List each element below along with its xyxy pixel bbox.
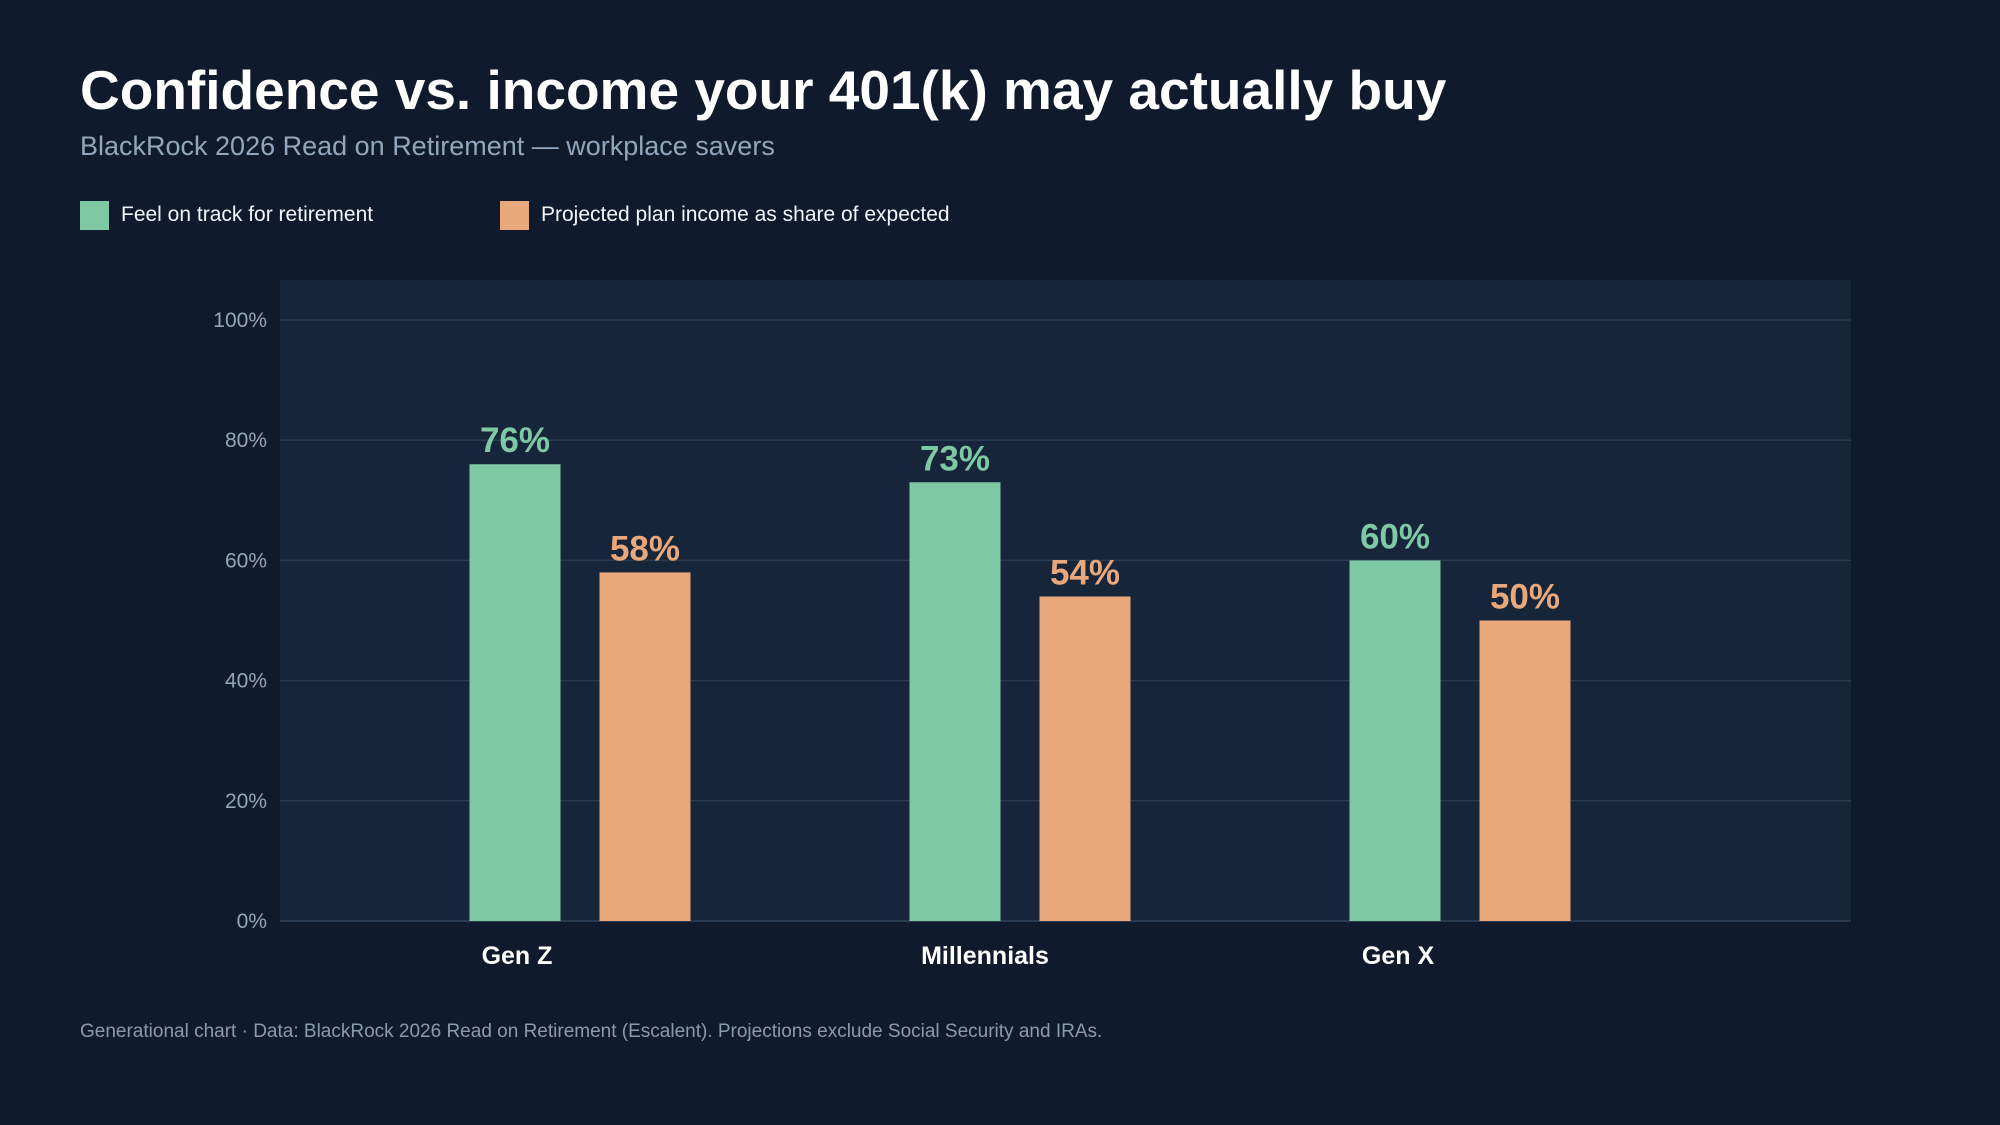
y-tick-label: 100% bbox=[213, 309, 267, 332]
chart-subtitle: BlackRock 2026 Read on Retirement — work… bbox=[80, 131, 775, 161]
x-category-label: Millennials bbox=[921, 942, 1049, 970]
y-tick-label: 40% bbox=[225, 670, 267, 693]
bar bbox=[1349, 560, 1441, 921]
legend-swatch-confidence bbox=[80, 200, 109, 230]
chart-title: Confidence vs. income your 401(k) may ac… bbox=[80, 59, 1447, 121]
legend-item-income: Projected plan income as share of expect… bbox=[500, 200, 950, 230]
x-category-label: Gen X bbox=[1362, 942, 1435, 970]
data-label: 58% bbox=[610, 529, 680, 568]
data-label: 54% bbox=[1050, 553, 1120, 592]
bar bbox=[469, 464, 561, 921]
data-label: 50% bbox=[1490, 578, 1560, 617]
bar bbox=[599, 572, 691, 921]
y-tick-label: 20% bbox=[225, 790, 267, 813]
legend-label-confidence: Feel on track for retirement bbox=[121, 203, 374, 226]
legend-item-confidence: Feel on track for retirement bbox=[80, 200, 373, 230]
bar bbox=[1479, 620, 1571, 921]
data-label: 76% bbox=[480, 421, 550, 460]
data-label: 60% bbox=[1360, 517, 1430, 556]
x-category-label: Gen Z bbox=[482, 942, 553, 970]
y-tick-label: 60% bbox=[225, 549, 267, 572]
legend-label-income: Projected plan income as share of expect… bbox=[541, 203, 950, 226]
legend-swatch-income bbox=[500, 200, 529, 230]
y-tick-label: 0% bbox=[237, 910, 267, 933]
bar bbox=[1039, 596, 1131, 921]
data-label: 73% bbox=[920, 439, 990, 478]
chart-footnote: Generational chart · Data: BlackRock 202… bbox=[80, 1021, 1103, 1042]
bar bbox=[909, 482, 1001, 921]
y-tick-label: 80% bbox=[225, 429, 267, 452]
